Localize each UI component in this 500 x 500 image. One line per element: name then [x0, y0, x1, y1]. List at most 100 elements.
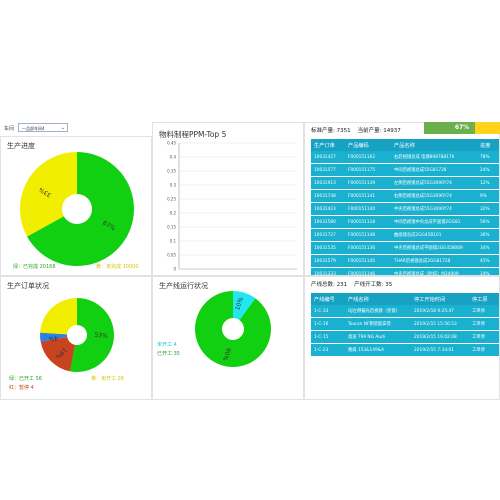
table-cell: 10031748 — [311, 189, 345, 203]
order-row[interactable]: 10031748 F000151141 右侧后视镜总成55G3090Y74 9% — [311, 189, 499, 203]
order-status-slice-3[interactable] — [40, 298, 77, 335]
production-progress-donut: 67%33% — [20, 152, 134, 266]
table-cell: 10031333 — [311, 267, 345, 275]
table-cell: 78% — [477, 151, 499, 164]
order-table: 生产订单 产品编码 产品名称 进度 10031427 F000151162 右后视镜… — [311, 139, 499, 275]
table-cell: 路森 153&149&A — [345, 343, 411, 357]
table-cell: 1-C-16 — [311, 317, 345, 331]
table-cell: 中央后视镜总成平面镜2GG458069 — [391, 241, 477, 255]
panel-title: 物料制程PPM-Top 5 — [159, 130, 227, 139]
table-cell: F000151118 — [345, 215, 391, 229]
legend-completed: 绿：已完成 20168 — [13, 264, 56, 270]
line-status-donut: 10% 90% — [195, 291, 271, 367]
order-row[interactable]: 10031579 F000151145 THAR后视镜总成2GG81728 45% — [311, 254, 499, 268]
progress-slice-0[interactable] — [27, 152, 134, 266]
column-header: 产品名称 — [391, 139, 477, 151]
table-cell: 右侧后视镜总成55G3090Y74 — [391, 189, 477, 203]
order-row[interactable]: 10031423 F000151140 中央后视镜总成55G3090Y74 32% — [311, 202, 499, 216]
table-cell: 2019/2/15 16:02:08 — [411, 330, 469, 344]
chevron-down-icon: ⌄ — [60, 125, 65, 131]
table-cell: 1-C-15 — [311, 330, 345, 344]
table-cell: 曲面镜总成2GG45B101 — [391, 228, 477, 242]
table-cell: Touran NF侧装配安装 — [345, 317, 411, 331]
column-header: 停工原 — [469, 293, 499, 305]
order-status-slice-label: 53% — [94, 332, 108, 340]
material-ppm-chart: 0.45 0.4 0.35 0.3 0.25 0.2 0.15 0.1 0.05 0 — [167, 141, 297, 272]
order-row[interactable]: 10031580 F000151118 中间后视镜中央总成平面镜2GG81 56% — [311, 215, 499, 229]
table-cell: 工单停 — [469, 343, 499, 357]
legend-paused: 红：暂停 4 — [9, 385, 34, 391]
workshop-select-value: 一品部车间4 — [22, 126, 45, 131]
line-status-slice-label: 90% — [221, 347, 232, 362]
table-cell: 24% — [477, 163, 499, 177]
order-status-donut: 53%19%4% — [40, 298, 115, 372]
y-tick-label: 0 — [173, 267, 176, 272]
table-cell: F000151139 — [345, 176, 391, 190]
order-row[interactable]: 10031913 F000151139 左侧后视镜总成55G3090Y74 12% — [311, 176, 499, 190]
order-row[interactable]: 10031727 F000151148 曲面镜总成2GG45B101 36% — [311, 228, 499, 242]
order-status-slice-2[interactable] — [40, 332, 68, 342]
line-status-slice-0[interactable] — [233, 291, 256, 321]
y-tick-label: 0.1 — [170, 239, 177, 244]
filter-bar: 车间 一品部车间4 ⌄ — [0, 122, 152, 136]
table-cell: 34% — [477, 241, 499, 255]
line-row[interactable]: 1-C-15 奥迪 T99 NG Audi 2019/2/15 16:02:08 工单… — [311, 330, 499, 344]
table-cell: 10031580 — [311, 215, 345, 229]
table-cell: 10031577 — [311, 163, 345, 177]
line-row[interactable]: 1-C-23 路森 153&149&A 2019/2/15 7:34:01 工单停 — [311, 343, 499, 357]
order-row[interactable]: 10031427 F000151162 右后视镜总成 电镀808788176 78% — [311, 151, 499, 164]
line-status-slice-1[interactable] — [195, 291, 271, 367]
order-row[interactable]: 10031577 F000151175 中间后视镜总成55G81728 24% — [311, 163, 499, 177]
line-panel: 产线总数: 231 产线开工数: 35 产线编号 产线名称 停工开始时间 停工原… — [304, 276, 500, 400]
output-progress-fill — [424, 122, 475, 134]
line-row[interactable]: 1-C-33 QJ左侧偏光后视镜（亮银） 2019/2/18 9:25:47 工单停 — [311, 305, 499, 318]
standard-output-label: 标准产量: — [311, 128, 335, 134]
line-started-label: 产线开工数: — [354, 282, 384, 288]
progress-slice-1[interactable] — [20, 152, 77, 237]
y-tick-label: 0.35 — [167, 169, 176, 174]
table-cell: 左侧后视镜总成55G3090Y74 — [391, 176, 477, 190]
table-cell: 中间后视镜总成55G81728 — [391, 163, 477, 177]
order-row[interactable]: 10031535 F000151136 中央后视镜总成平面镜2GG458069 34% — [311, 241, 499, 255]
filter-label: 车间 — [4, 126, 15, 132]
table-cell: F000151162 — [345, 151, 391, 164]
line-stats: 产线总数: 231 产线开工数: 35 — [311, 280, 392, 288]
table-cell: 工单停 — [469, 330, 499, 344]
panel-title: 生产订单状况 — [7, 282, 49, 290]
order-table-wrap: 生产订单 产品编码 产品名称 进度 10031427 F000151162 右后视镜… — [311, 139, 499, 275]
line-table: 产线编号 产线名称 停工开始时间 停工原 1-C-33 QJ左侧偏光后视镜（亮银）… — [311, 293, 499, 357]
table-cell: F000151140 — [345, 202, 391, 216]
legend-running: 已开工 35 — [157, 351, 180, 357]
order-row[interactable]: 10031333 F000151146 中央后视镜总成（防炫）M24099 19% — [311, 267, 499, 275]
order-status-slice-0[interactable] — [70, 298, 115, 372]
line-table-wrap: 产线编号 产线名称 停工开始时间 停工原 1-C-33 QJ左侧偏光后视镜（亮银）… — [311, 293, 499, 357]
legend-pending: 黄：未完成 10000 — [96, 264, 139, 270]
current-output-label: 当前产量: — [357, 128, 382, 134]
workshop-select[interactable]: 一品部车间4 ⌄ — [18, 123, 68, 132]
table-cell: QJ左侧偏光后视镜（亮银） — [345, 305, 411, 318]
table-cell: 1-C-23 — [311, 343, 345, 357]
panel-title: 生产进度 — [7, 142, 35, 150]
y-tick-label: 0.05 — [167, 253, 176, 258]
column-header: 生产订单 — [311, 139, 345, 151]
table-cell: 36% — [477, 228, 499, 242]
table-cell: 10031579 — [311, 254, 345, 268]
y-tick-label: 0.25 — [167, 197, 176, 202]
order-status-slice-1[interactable] — [40, 336, 76, 372]
standard-output-value: 7351 — [336, 128, 351, 134]
table-cell: 56% — [477, 215, 499, 229]
column-header: 进度 — [477, 139, 499, 151]
y-tick-label: 0.3 — [170, 183, 177, 188]
line-row[interactable]: 1-C-16 Touran NF侧装配安装 2019/2/15 15:56:53 工单… — [311, 317, 499, 331]
table-cell: 45% — [477, 254, 499, 268]
output-progress-bar: 67% — [424, 122, 500, 134]
table-cell: 工单停 — [469, 317, 499, 331]
table-cell: 10031727 — [311, 228, 345, 242]
table-cell: THAR后视镜总成2GG81728 — [391, 254, 477, 268]
panel-title: 生产线运行状况 — [159, 282, 208, 290]
table-cell: 工单停 — [469, 305, 499, 318]
table-cell: F000151141 — [345, 189, 391, 203]
table-cell: 奥迪 T99 NG Audi — [345, 330, 411, 344]
table-cell: 9% — [477, 189, 499, 203]
line-status-panel: 生产线运行状况 10% 90% 未开工 4 已开工 35 — [152, 276, 304, 400]
